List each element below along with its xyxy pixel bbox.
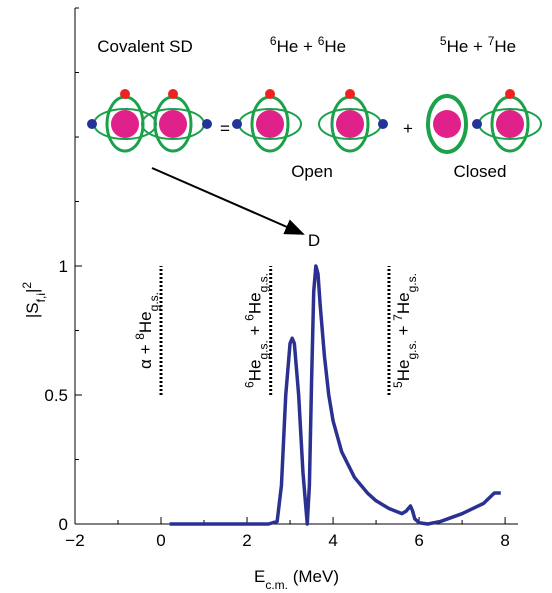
y-tick-label: 0.5	[44, 386, 68, 405]
threshold-label: 6Heg.s. + 6Heg.s.	[243, 273, 271, 388]
text-run: D	[308, 231, 320, 250]
text-run: 5	[391, 381, 405, 388]
x-tick-label: −2	[65, 531, 84, 550]
text-run: He +	[447, 37, 488, 56]
text-run: +	[403, 119, 413, 138]
text-run: f,i	[34, 293, 48, 302]
y-axis-label: |Sf,i|2	[20, 282, 48, 319]
annotation: Closed	[454, 162, 507, 181]
text-run: (MeV)	[288, 567, 339, 586]
text-run: Covalent SD	[97, 37, 192, 56]
text-run: |	[23, 289, 42, 293]
text-run: 6	[243, 314, 257, 321]
text-run: g.s.	[147, 292, 161, 311]
annotation: D	[308, 231, 320, 250]
text-run: Open	[291, 162, 333, 181]
annotation: Open	[291, 162, 333, 181]
threshold-label: 5Heg.s. + 7Heg.s.	[391, 273, 419, 388]
text-run: +	[394, 321, 413, 340]
text-run: He	[136, 311, 155, 333]
text-run: α +	[136, 340, 155, 369]
y-tick-label: 1	[59, 257, 68, 276]
x-tick-label: 8	[500, 531, 509, 550]
text-run: He +	[277, 37, 318, 56]
annotation: 6He + 6He	[270, 34, 346, 56]
text-run: E	[254, 567, 265, 586]
annotation: Covalent SD	[97, 37, 192, 56]
y-tick-label: 0	[59, 515, 68, 534]
text-run: He	[394, 360, 413, 382]
text-run: g.s.	[257, 340, 271, 359]
text-run: 8	[133, 333, 147, 340]
text-run: +	[246, 321, 265, 340]
annotation: +	[403, 119, 413, 138]
text-run: He	[246, 360, 265, 382]
text-run: g.s.	[405, 273, 419, 292]
x-tick-label: 0	[156, 531, 165, 550]
text-run: =	[220, 119, 230, 138]
text-run: 6	[270, 34, 277, 48]
text-run: 7	[488, 34, 495, 48]
text-run: He	[246, 292, 265, 314]
text-run: He	[394, 292, 413, 314]
annotation: 5He + 7He	[440, 34, 516, 56]
text-run: 6	[318, 34, 325, 48]
text-run: 2	[20, 282, 34, 289]
molecule-diagram	[87, 89, 543, 235]
data-line	[169, 264, 501, 526]
text-run: 6	[243, 381, 257, 388]
x-axis-label: Ec.m. (MeV)	[254, 567, 339, 592]
annotation: =	[220, 119, 230, 138]
text-run: 5	[440, 34, 447, 48]
text-run: c.m.	[265, 578, 288, 592]
text-run: He	[324, 37, 346, 56]
text-run: |S	[23, 302, 42, 318]
x-tick-label: 2	[242, 531, 251, 550]
text-run: Closed	[454, 162, 507, 181]
text-run: 7	[391, 314, 405, 321]
text-run: He	[494, 37, 516, 56]
threshold-label: α + 8Heg.s.	[133, 292, 161, 369]
text-run: g.s.	[405, 340, 419, 359]
text-run: g.s.	[257, 273, 271, 292]
x-tick-label: 4	[328, 531, 337, 550]
x-tick-label: 6	[414, 531, 423, 550]
